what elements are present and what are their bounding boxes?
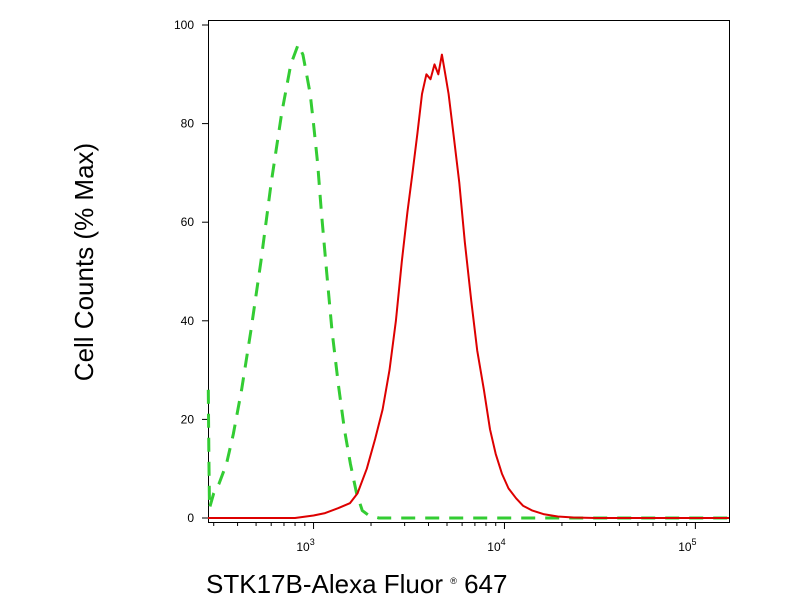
y-tick-label-3: 60 <box>181 215 195 229</box>
x-tick-label-1: 104 <box>487 537 505 554</box>
x-tick-label-base-2: 10 <box>678 540 692 554</box>
y-tick-label-1: 20 <box>181 412 195 426</box>
x-tick-label-exp-0: 3 <box>310 537 315 547</box>
x-tick-label-2: 105 <box>678 537 696 554</box>
y-tick-label-0: 0 <box>187 511 194 525</box>
y-tick-label-2: 40 <box>181 314 195 328</box>
x-tick-label-0: 103 <box>296 537 314 554</box>
x-tick-label-base-1: 10 <box>487 540 501 554</box>
series-line-1 <box>208 53 729 519</box>
x-tick-label-exp-1: 4 <box>501 537 506 547</box>
y-tick-label-5: 100 <box>174 18 194 32</box>
x-axis-title-mark: ® <box>450 576 457 586</box>
x-tick-label-exp-2: 5 <box>692 537 697 547</box>
y-axis: 0 20 40 60 80 100 <box>174 18 208 525</box>
series-group <box>206 43 729 520</box>
x-axis-title: STK17B-Alexa Fluor ® 647 <box>206 560 507 599</box>
y-tick-label-4: 80 <box>181 117 195 131</box>
plot-frame <box>208 20 730 523</box>
x-axis-title-main: STK17B-Alexa Fluor <box>206 569 443 599</box>
y-axis-title: Cell Counts (% Max) <box>69 143 99 381</box>
x-axis-title-suffix: 647 <box>464 569 507 599</box>
x-axis: 103 104 105 <box>213 522 697 554</box>
x-tick-label-base-0: 10 <box>296 540 310 554</box>
